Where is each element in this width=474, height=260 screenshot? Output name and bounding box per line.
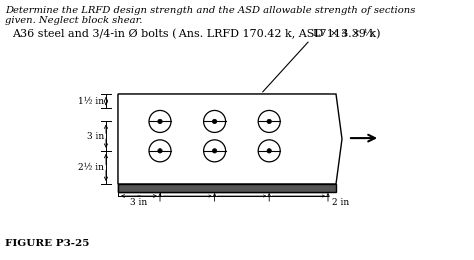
Text: 2 in: 2 in [332,198,349,207]
Circle shape [158,149,162,153]
Text: 2½ in: 2½ in [78,163,104,172]
Circle shape [158,119,162,124]
Text: L7 × 4 × ½: L7 × 4 × ½ [313,29,374,38]
Text: 3 in: 3 in [130,198,147,207]
Text: A36 steel and 3/4-in Ø bolts ( Ans. LRFD 170.42 k, ASD 113.39 k): A36 steel and 3/4-in Ø bolts ( Ans. LRFD… [12,29,381,39]
Circle shape [267,149,272,153]
Circle shape [212,119,217,124]
Circle shape [149,140,171,162]
Text: FIGURE P3-25: FIGURE P3-25 [5,239,90,248]
Bar [118,184,328,192]
Circle shape [149,110,171,132]
Circle shape [204,110,226,132]
Circle shape [212,149,217,153]
Text: 3 in: 3 in [87,132,104,141]
Circle shape [267,119,272,124]
Bar [118,94,328,184]
Polygon shape [118,94,342,184]
Text: 1½ in: 1½ in [78,97,104,106]
Text: given. Neglect block shear.: given. Neglect block shear. [5,16,142,25]
Text: Determine the LRFD design strength and the ASD allowable strength of sections: Determine the LRFD design strength and t… [5,6,415,15]
Circle shape [204,140,226,162]
Polygon shape [118,184,336,192]
Circle shape [258,110,280,132]
Circle shape [258,140,280,162]
